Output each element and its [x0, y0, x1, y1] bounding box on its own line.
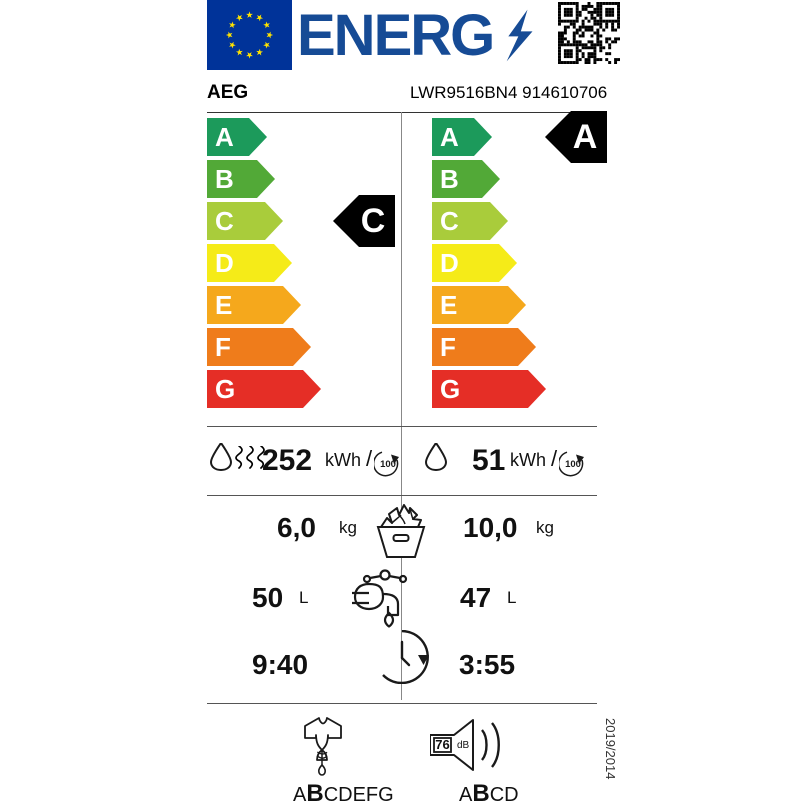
svg-text:100: 100 — [565, 459, 581, 470]
svg-text:C: C — [361, 202, 386, 240]
svg-text:100: 100 — [380, 459, 396, 470]
svg-text:A: A — [573, 118, 598, 156]
svg-text:dB: dB — [457, 740, 470, 751]
svg-text:76: 76 — [435, 737, 449, 752]
